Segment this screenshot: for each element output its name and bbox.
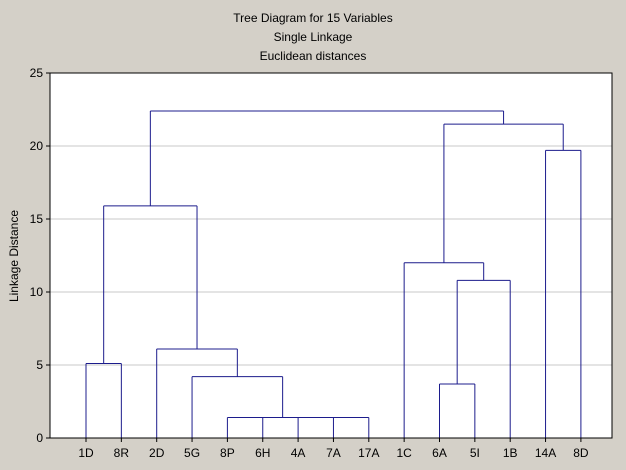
x-axis: 1D 8R 2D 5G 8P 6H 4A 7A 17A 1C 6A 5I 1B 14A 8D bbox=[78, 438, 589, 460]
x-tick-label: 2D bbox=[149, 446, 165, 460]
y-tick-label: 10 bbox=[30, 285, 44, 299]
x-tick-label: 4A bbox=[291, 446, 306, 460]
plot-border bbox=[49, 72, 613, 439]
chart-subtitle-linkage: Single Linkage bbox=[274, 30, 353, 44]
x-tick-label: 1B bbox=[503, 446, 518, 460]
x-tick-label: 6H bbox=[255, 446, 270, 460]
y-tick-label: 15 bbox=[30, 212, 44, 226]
chart-title: Tree Diagram for 15 Variables bbox=[233, 11, 392, 25]
x-tick-label: 1C bbox=[396, 446, 412, 460]
tree-branches bbox=[85, 110, 582, 438]
y-tick-label: 20 bbox=[30, 139, 44, 153]
y-tick-label: 0 bbox=[36, 431, 43, 445]
plot-area bbox=[50, 73, 612, 438]
x-tick-label: 8D bbox=[573, 446, 589, 460]
plot-frame bbox=[49, 72, 613, 439]
y-axis-label: Linkage Distance bbox=[7, 210, 21, 302]
x-tick-label: 7A bbox=[326, 446, 341, 460]
x-tick-label: 14A bbox=[535, 446, 556, 460]
y-axis: 0 5 10 15 20 25 bbox=[30, 66, 50, 445]
x-tick-label: 5I bbox=[470, 446, 480, 460]
x-tick-label: 5G bbox=[184, 446, 200, 460]
x-tick-label: 1D bbox=[78, 446, 94, 460]
grid-lines bbox=[50, 145, 612, 366]
x-tick-label: 6A bbox=[432, 446, 447, 460]
x-tick-label: 8P bbox=[220, 446, 235, 460]
x-tick-label: 8R bbox=[114, 446, 130, 460]
y-tick-label: 5 bbox=[36, 358, 43, 372]
x-tick-label: 17A bbox=[358, 446, 379, 460]
chart-subtitle-distance: Euclidean distances bbox=[260, 49, 367, 63]
y-tick-label: 25 bbox=[30, 66, 44, 80]
